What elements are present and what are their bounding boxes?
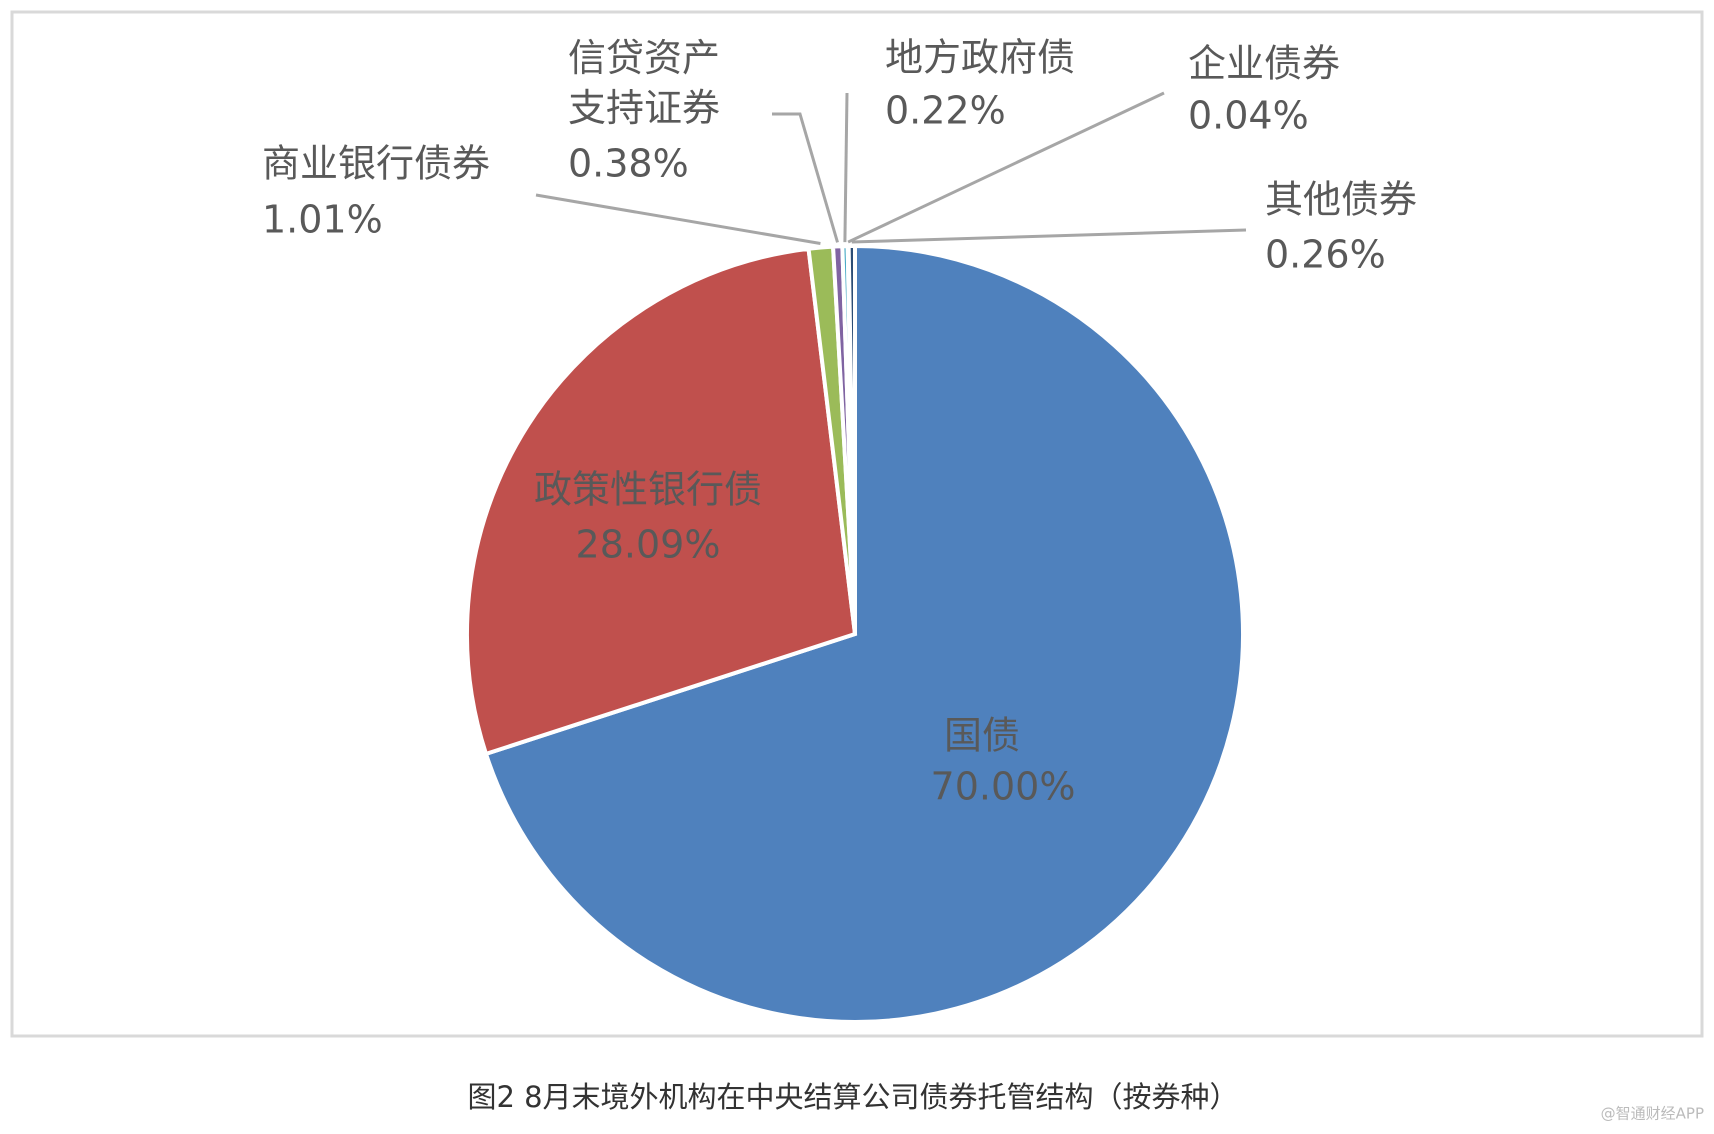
- slice-label: 其他债券: [1265, 178, 1417, 222]
- slice-value-label: 0.04%: [1188, 94, 1309, 138]
- watermark: @智通财经APP: [1601, 1105, 1704, 1123]
- leader-line: [843, 92, 849, 243]
- pie-slice: [483, 243, 1245, 1024]
- slice-value-label: 0.26%: [1265, 233, 1386, 277]
- slice-value-label: 0.38%: [568, 142, 689, 186]
- slice-value-label: 0.22%: [885, 89, 1006, 133]
- pie-slice: [465, 246, 858, 757]
- caption: 图2 8月末境外机构在中央结算公司债券托管结构（按券种）: [467, 1080, 1238, 1114]
- slice-label: 企业债券: [1188, 42, 1340, 86]
- leader-line: [851, 228, 1247, 244]
- leader-line: [772, 112, 839, 243]
- leader-line: [847, 91, 1165, 244]
- slice-value-label: 28.09%: [576, 523, 721, 567]
- pie-slice: [846, 243, 857, 635]
- slice-label: 信贷资产支持证券: [568, 36, 720, 130]
- slice-value-label: 70.00%: [931, 765, 1076, 809]
- slice-label: 政策性银行债: [534, 468, 762, 512]
- leader-line: [535, 193, 821, 246]
- slice-label: 商业银行债券: [262, 142, 490, 186]
- slice-label: 地方政府债: [885, 36, 1075, 80]
- slice-label: 国债: [944, 714, 1020, 758]
- slice-value-label: 1.01%: [262, 198, 383, 242]
